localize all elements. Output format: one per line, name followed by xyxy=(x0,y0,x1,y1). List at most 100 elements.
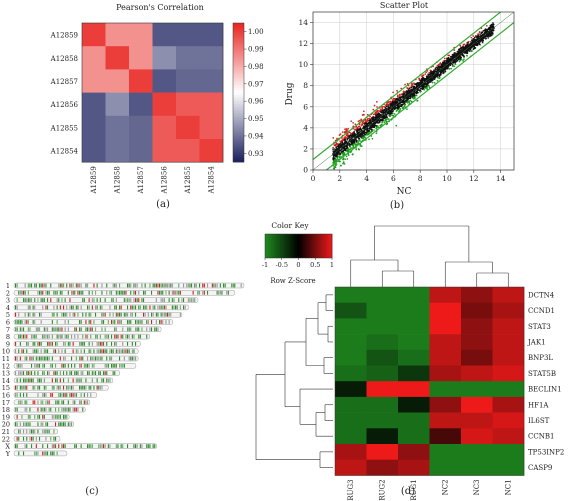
chromosome-mark xyxy=(168,283,170,288)
scatter-point xyxy=(419,81,422,84)
scatter-point xyxy=(448,64,450,66)
chromosome-mark xyxy=(55,327,57,332)
chromosome-mark xyxy=(43,283,45,288)
scatter-point xyxy=(333,157,336,160)
chromosome-mark xyxy=(42,429,44,434)
chromosome-mark xyxy=(95,327,97,332)
chromosome-mark xyxy=(211,283,213,288)
chromosome-mark xyxy=(133,305,135,310)
chromosome-mark xyxy=(95,305,97,310)
chromosome-mark xyxy=(50,393,52,397)
scatter-point xyxy=(438,75,441,78)
chromosome-mark xyxy=(58,349,60,354)
colorbar-segment xyxy=(233,145,244,149)
chromosome-mark xyxy=(15,407,17,412)
scatter-point xyxy=(484,29,487,32)
chromosome-mark xyxy=(80,378,82,383)
color-key-segment xyxy=(285,234,288,258)
scatter-point xyxy=(336,143,339,146)
chromosome-mark xyxy=(101,327,103,332)
scatter-point xyxy=(449,55,452,58)
scatter-point xyxy=(373,124,376,127)
colorbar-segment xyxy=(233,129,244,133)
chromosome-mark xyxy=(168,312,170,317)
scatter-point xyxy=(388,112,390,115)
scatter-point xyxy=(396,89,398,92)
scatter-point xyxy=(342,146,345,149)
chromosome-mark xyxy=(115,349,117,354)
scatter-point xyxy=(391,107,394,110)
chromosome-mark xyxy=(64,415,66,419)
corr-cell xyxy=(105,23,130,47)
scatter-point xyxy=(396,95,399,98)
chromosome-mark xyxy=(80,305,82,310)
expression-cell xyxy=(492,334,525,351)
chromosome-mark xyxy=(87,334,89,339)
colorbar-segment xyxy=(233,87,244,91)
scatter-point xyxy=(362,127,364,130)
chromosome-mark xyxy=(55,444,57,448)
chromosome-mark xyxy=(146,444,148,448)
chromosome-mark xyxy=(40,378,42,383)
chromosome-mark xyxy=(40,349,42,354)
chromosome-mark xyxy=(99,349,101,354)
chromosome-mark xyxy=(31,298,33,302)
chromosome-mark xyxy=(112,320,114,324)
scatter-point xyxy=(376,125,379,127)
chromosome-mark xyxy=(56,305,58,310)
expression-cell xyxy=(429,381,462,398)
scatter-point xyxy=(491,29,494,32)
chromosome-mark xyxy=(183,305,185,310)
chromosome-mark xyxy=(29,371,31,375)
y-tick-label: 6 xyxy=(303,102,308,111)
chromosome-mark xyxy=(143,305,145,310)
expression-cell xyxy=(429,459,462,476)
chromosome-mark xyxy=(109,444,111,448)
colorbar-segment xyxy=(233,157,244,161)
chromosome-mark xyxy=(61,400,63,405)
scatter-point xyxy=(481,39,484,42)
chromosome-mark xyxy=(48,356,50,361)
colorbar-segment xyxy=(233,83,244,86)
colorbar-tick-label: 0.94 xyxy=(248,132,264,140)
chromosome-mark xyxy=(91,290,93,295)
chromosome-mark xyxy=(103,444,105,448)
gene-row-label: BECLIN1 xyxy=(528,386,562,394)
chromosome-mark xyxy=(37,385,39,390)
scatter-point xyxy=(448,54,451,57)
chromosome-mark xyxy=(122,444,124,448)
chromosome-mark xyxy=(144,305,146,310)
chromosome-mark xyxy=(93,356,95,361)
chromosome-mark xyxy=(40,283,42,288)
chromosome-mark xyxy=(27,342,29,346)
chromosome-mark xyxy=(16,436,18,441)
scatter-point xyxy=(424,73,427,75)
chromosome-mark xyxy=(75,393,77,397)
scatter-point xyxy=(335,146,338,149)
scatter-point xyxy=(375,126,378,129)
chromosome-mark xyxy=(42,422,44,427)
panel-label-b: (b) xyxy=(390,200,404,211)
chromosome-mark xyxy=(127,298,129,302)
scatter-point xyxy=(332,146,334,149)
scatter-point xyxy=(465,50,468,52)
scatter-point xyxy=(371,118,374,121)
chromosome-mark xyxy=(56,298,58,302)
chromosome-mark xyxy=(91,371,93,375)
expression-cell xyxy=(398,318,430,335)
scatter-point xyxy=(481,41,484,44)
colorbar-segment xyxy=(233,25,244,29)
chromosome-mark xyxy=(114,283,116,288)
chromosome-mark xyxy=(91,327,93,332)
chromosome-mark xyxy=(24,400,26,405)
chromosome-mark xyxy=(85,378,87,383)
scatter-point xyxy=(459,44,462,47)
chromosome-mark xyxy=(48,429,50,434)
chromosome-mark xyxy=(82,290,84,295)
colorbar-segment xyxy=(233,73,244,77)
chromosome-mark xyxy=(71,283,73,288)
chromosome-mark xyxy=(138,290,140,295)
chromosome-mark xyxy=(146,327,148,332)
chromosome-mark xyxy=(138,298,140,302)
corr-cell xyxy=(176,92,200,117)
